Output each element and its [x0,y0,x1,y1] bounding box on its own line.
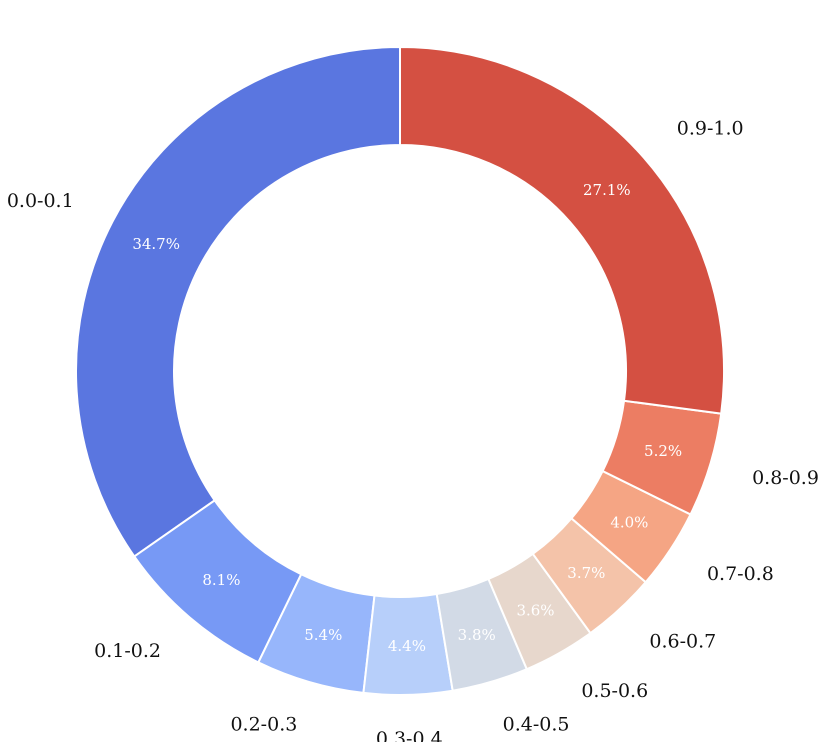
slice-category-label: 0.1-0.2 [94,640,161,662]
slice-value-label: 4.4% [388,637,426,655]
slice-value-label: 4.0% [610,514,648,532]
slice-value-label: 5.4% [304,626,342,644]
slice-value-label: 3.6% [516,601,554,619]
slice-value-label: 34.7% [132,235,180,253]
slice-category-label: 0.9-1.0 [677,118,744,140]
slice-0.0-0.1 [75,45,401,558]
slice-value-label: 3.8% [458,626,496,644]
slice-category-label: 0.4-0.5 [503,713,570,735]
slice-value-label: 5.2% [644,442,682,460]
slice-category-label: 0.8-0.9 [752,467,819,489]
slice-category-label: 0.3-0.4 [376,728,443,742]
slice-category-label: 0.0-0.1 [7,190,74,212]
slice-value-label: 27.1% [583,181,631,199]
slice-category-label: 0.5-0.6 [581,680,648,702]
slice-value-label: 3.7% [567,564,605,582]
slice-value-label: 8.1% [202,571,240,589]
slice-0.9-1.0 [399,45,725,415]
slice-category-label: 0.2-0.3 [230,713,297,735]
slice-category-label: 0.6-0.7 [649,631,716,653]
slice-category-label: 0.7-0.8 [707,563,774,585]
